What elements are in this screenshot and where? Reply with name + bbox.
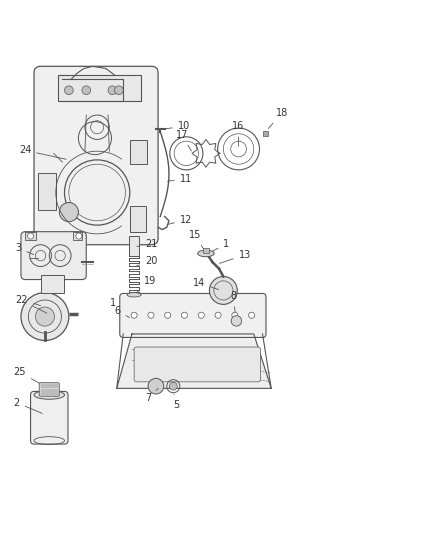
Circle shape [108, 86, 117, 94]
Bar [262, 131, 268, 136]
Ellipse shape [198, 250, 214, 257]
Text: 10: 10 [163, 122, 190, 132]
Bar [130, 140, 147, 164]
Text: 2: 2 [14, 398, 42, 414]
Text: 18: 18 [268, 108, 288, 128]
Text: 7: 7 [145, 388, 158, 403]
Circle shape [232, 312, 238, 318]
Text: 22: 22 [15, 295, 47, 313]
Text: 12: 12 [167, 215, 192, 225]
Circle shape [165, 312, 171, 318]
FancyBboxPatch shape [120, 294, 266, 337]
Text: 25: 25 [14, 367, 42, 385]
Text: 13: 13 [219, 250, 251, 263]
Bar [203, 248, 208, 253]
Text: 24: 24 [19, 146, 66, 159]
Circle shape [76, 233, 82, 239]
Bar [73, 232, 82, 240]
Circle shape [59, 203, 78, 222]
Circle shape [231, 316, 242, 326]
FancyBboxPatch shape [39, 383, 59, 396]
Bar [25, 232, 36, 240]
Circle shape [170, 382, 177, 390]
Text: 20: 20 [137, 256, 157, 266]
Bar [129, 236, 139, 256]
Text: 15: 15 [188, 230, 204, 249]
Polygon shape [117, 334, 271, 389]
Ellipse shape [127, 293, 141, 297]
Text: 8: 8 [230, 291, 236, 318]
Ellipse shape [34, 391, 64, 399]
Text: 3: 3 [15, 243, 34, 255]
Circle shape [198, 312, 204, 318]
FancyBboxPatch shape [21, 232, 86, 279]
Bar [39, 173, 56, 210]
Circle shape [131, 312, 137, 318]
Circle shape [21, 293, 69, 341]
FancyBboxPatch shape [34, 66, 158, 245]
Text: 11: 11 [167, 174, 192, 184]
Circle shape [215, 312, 221, 318]
Circle shape [148, 378, 164, 394]
FancyBboxPatch shape [31, 391, 68, 444]
Text: 5: 5 [173, 394, 180, 410]
Circle shape [64, 86, 73, 94]
Text: 1: 1 [110, 297, 117, 308]
Circle shape [148, 312, 154, 318]
Circle shape [249, 312, 254, 318]
Circle shape [35, 307, 54, 326]
Text: 17: 17 [176, 130, 191, 151]
Circle shape [115, 86, 123, 94]
FancyBboxPatch shape [134, 347, 260, 382]
Text: 19: 19 [136, 276, 156, 293]
Circle shape [181, 312, 187, 318]
Bar [41, 275, 64, 293]
Circle shape [28, 233, 34, 239]
Circle shape [209, 277, 237, 304]
Bar [58, 75, 141, 101]
Circle shape [82, 86, 91, 94]
Text: 16: 16 [232, 122, 244, 146]
Bar [130, 206, 146, 232]
Text: 21: 21 [137, 239, 157, 249]
Text: 14: 14 [193, 278, 219, 289]
Text: 6: 6 [115, 306, 130, 318]
Text: 1: 1 [211, 239, 230, 252]
